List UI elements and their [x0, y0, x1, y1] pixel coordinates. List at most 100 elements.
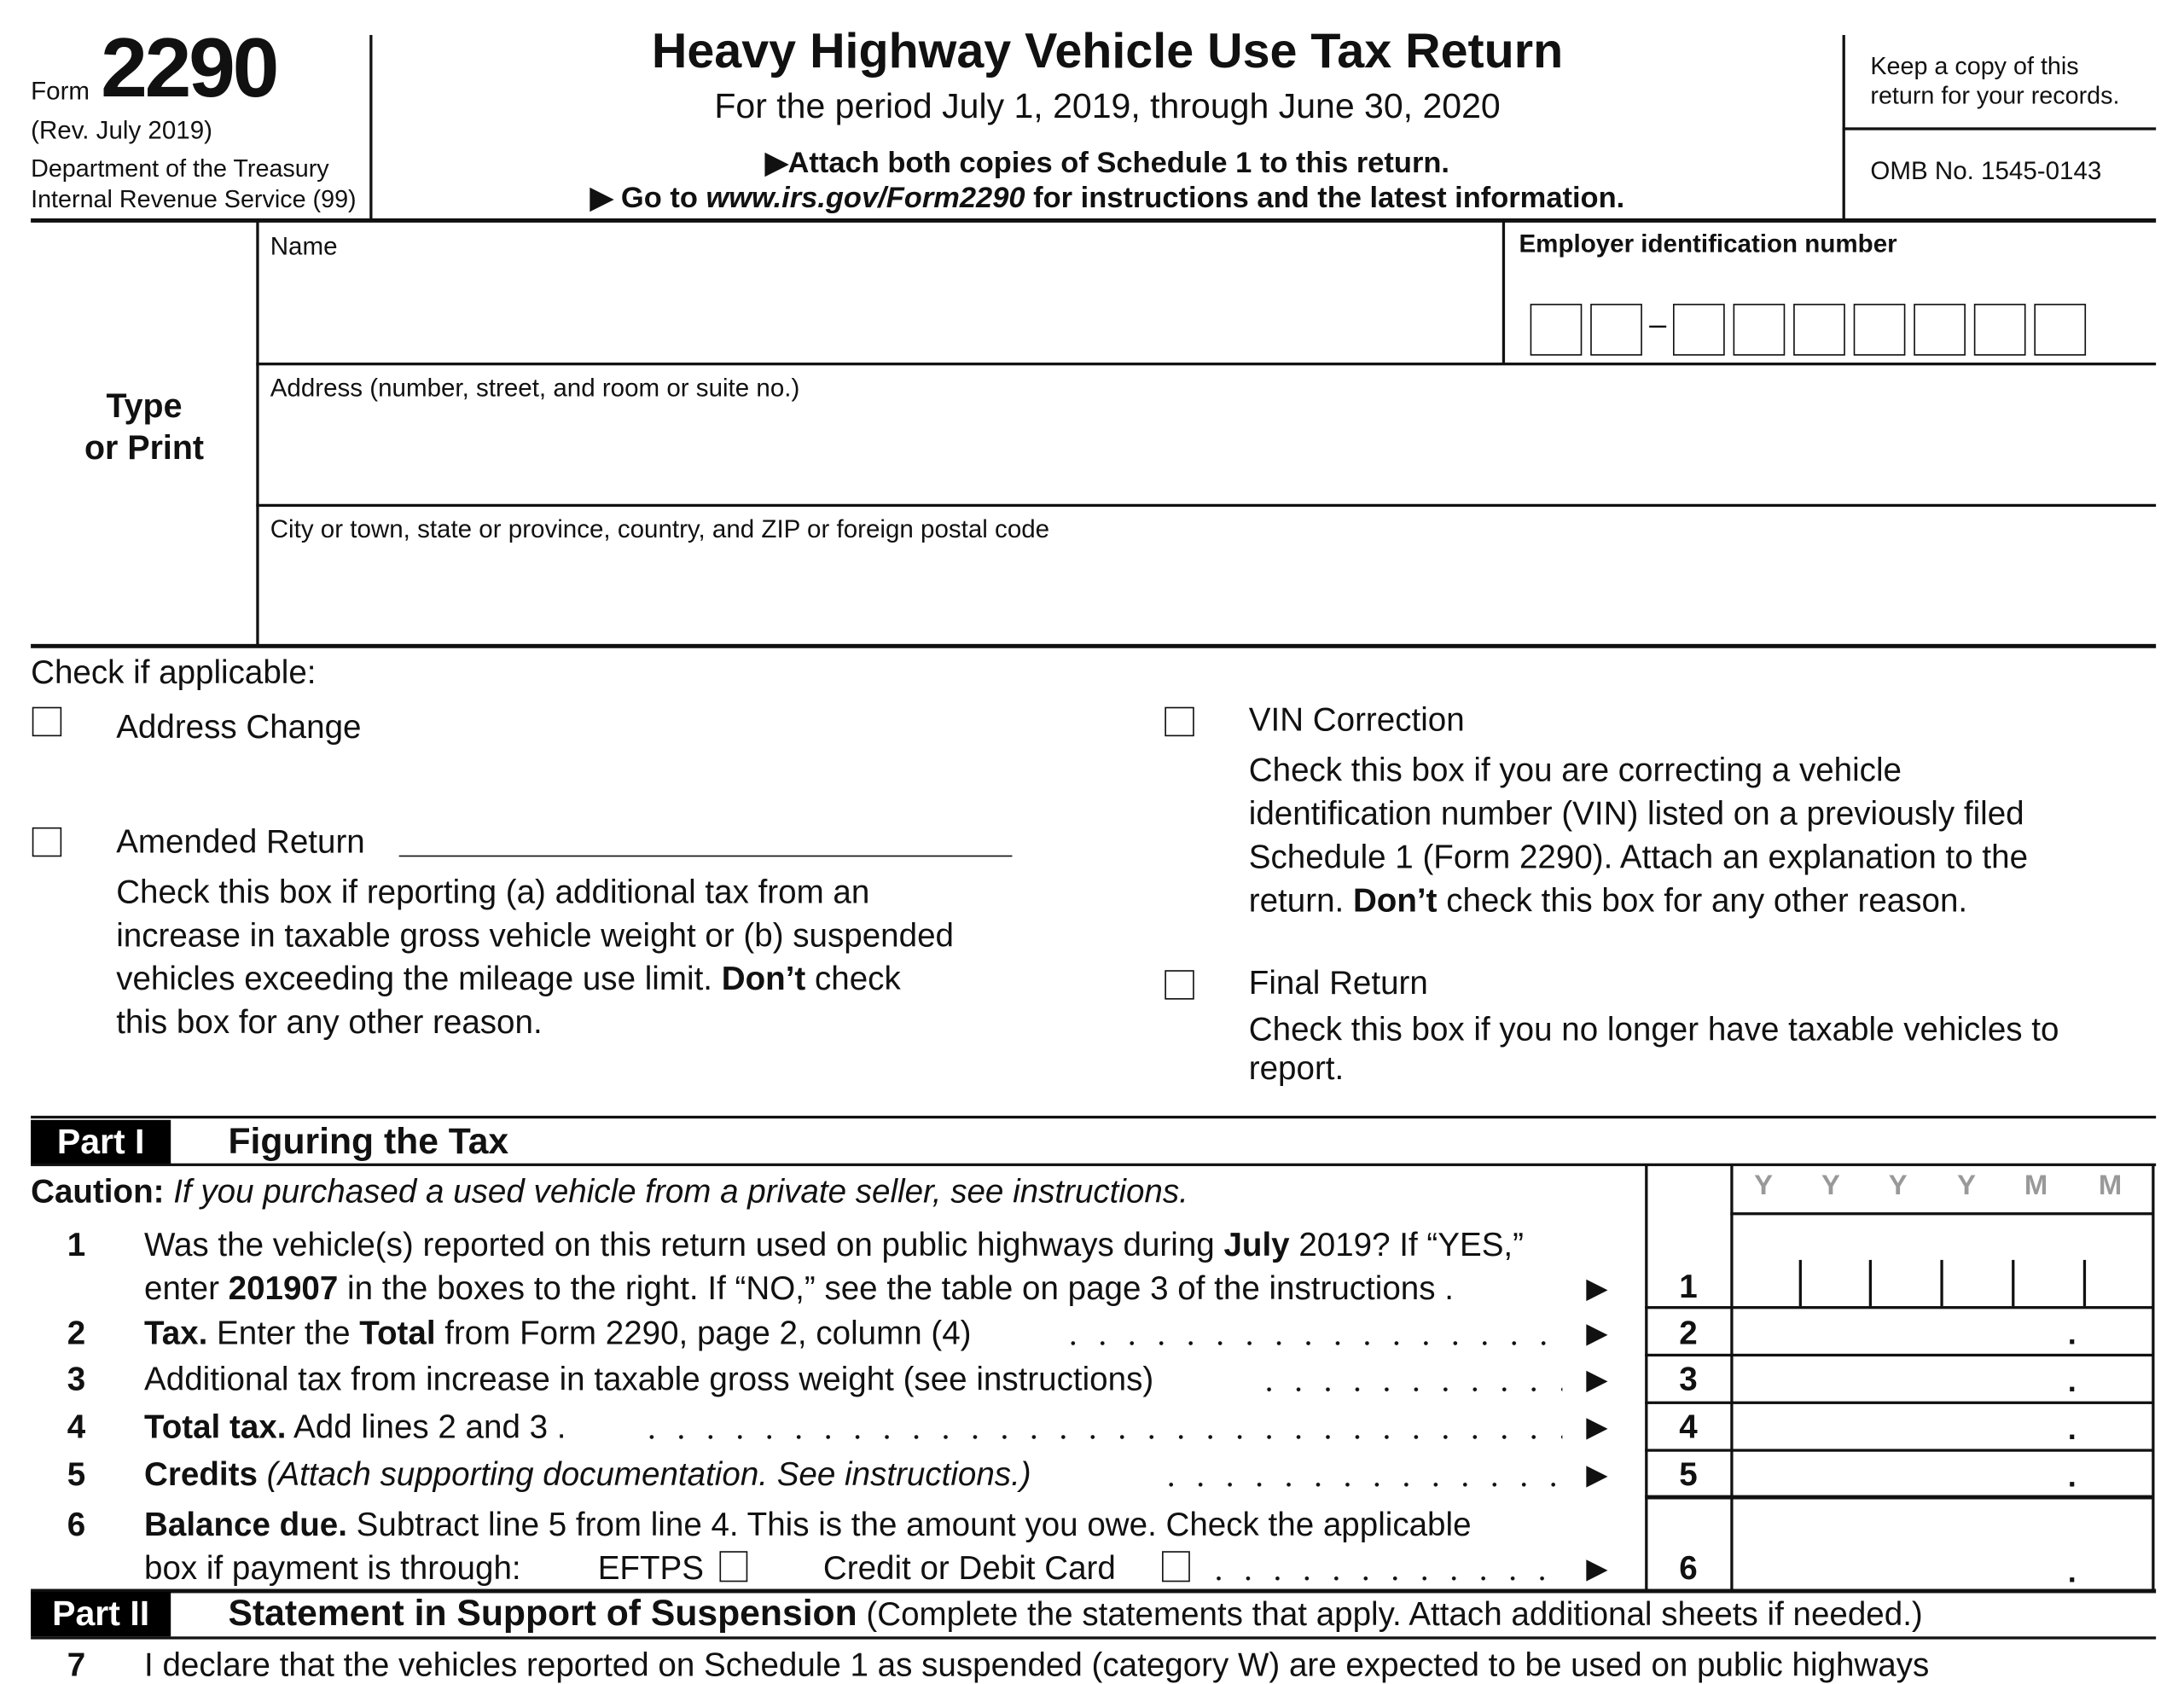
line6-text: Balance due. Subtract line 5 from line 4…: [144, 1507, 1472, 1544]
divider: [1645, 1449, 2153, 1451]
omb-number: OMB No. 1545-0143: [1870, 156, 2102, 185]
divider: [1645, 1401, 2153, 1404]
final-return-checkbox[interactable]: [1165, 970, 1194, 1000]
amended-desc: vehicles exceeding the mileage use limit…: [116, 961, 901, 998]
ein-digit-box[interactable]: [1793, 304, 1845, 356]
line2-amount-input[interactable]: [1734, 1309, 2151, 1352]
line-number: 3: [67, 1361, 86, 1397]
line-number: 1: [67, 1226, 86, 1263]
line-box-number: 6: [1679, 1549, 1698, 1587]
line-number: 2: [67, 1314, 86, 1351]
irs-link[interactable]: www.irs.gov/Form2290: [706, 182, 1025, 215]
part2-heading: Statement in Support of Suspension (Comp…: [228, 1592, 1922, 1635]
line1-text-c: enter: [144, 1269, 229, 1307]
final-desc: report.: [1248, 1049, 1345, 1087]
line2-bold: Total: [359, 1314, 436, 1351]
address-label: Address (number, street, and room or sui…: [270, 374, 800, 402]
vin-desc: Check this box if you are correcting a v…: [1248, 752, 1902, 788]
amended-desc-text: vehicles exceeding the mileage use limit…: [116, 960, 722, 997]
arrow-icon: ▶: [1586, 1460, 1608, 1491]
line6-bold: Balance due.: [144, 1506, 347, 1543]
form-title: Heavy Highway Vehicle Use Tax Return: [651, 23, 1564, 78]
decimal-point: .: [2067, 1315, 2077, 1351]
date-header: Y: [1957, 1170, 1977, 1201]
line6-amount-input[interactable]: [1734, 1500, 2151, 1589]
amended-desc-text: check: [805, 960, 901, 997]
ein-digit-box[interactable]: [1853, 304, 1906, 356]
date-header: M: [2024, 1170, 2048, 1201]
divider: [256, 363, 2157, 365]
part2-tag: Part II: [31, 1591, 171, 1637]
line1-bold: July: [1223, 1226, 1290, 1263]
ein-digit-box[interactable]: [1590, 304, 1642, 356]
vin-correction-label: VIN Correction: [1248, 701, 1465, 738]
ein-digit-box[interactable]: [1733, 304, 1786, 356]
line1-text-d: in the boxes to the right. If “NO,” see …: [338, 1269, 1454, 1307]
line5-amount-input[interactable]: [1734, 1452, 2151, 1494]
divider: [256, 221, 258, 646]
dot-leader: [1254, 1387, 1563, 1392]
decimal-point: .: [2067, 1553, 2077, 1589]
name-label: Name: [270, 232, 338, 261]
date-header: Y: [1821, 1170, 1840, 1201]
line1-text: Was the vehicle(s) reported on this retu…: [144, 1227, 1524, 1264]
vin-desc: identification number (VIN) listed on a …: [1248, 795, 2024, 832]
line2-text-b: from Form 2290, page 2, column (4): [435, 1314, 972, 1351]
line-number: 4: [67, 1408, 86, 1445]
ein-digit-box[interactable]: [1973, 304, 2026, 356]
line4-amount-input[interactable]: [1734, 1404, 2151, 1448]
amended-desc: Check this box if reporting (a) addition…: [116, 873, 870, 910]
amended-return-checkbox[interactable]: [32, 827, 62, 857]
digit-separator: [1940, 1259, 1943, 1307]
line-box-number: 2: [1679, 1314, 1698, 1351]
attach-note: ▶Attach both copies of Schedule 1 to thi…: [765, 147, 1449, 180]
amended-return-line[interactable]: [398, 855, 1013, 857]
decimal-point: .: [2067, 1458, 2077, 1494]
goto-prefix: ▶ Go to: [590, 182, 706, 215]
vin-desc: return. Don’t check this box for any oth…: [1249, 882, 1967, 920]
dot-leader: [1156, 1482, 1563, 1487]
name-field[interactable]: [259, 223, 1502, 363]
vin-desc: Schedule 1 (Form 2290). Attach an explan…: [1248, 838, 2029, 875]
agency: Internal Revenue Service (99): [31, 184, 357, 213]
table-border: [1645, 1164, 1647, 1592]
goto-note: ▶ Go to www.irs.gov/Form2290 for instruc…: [373, 181, 1843, 216]
caution-text: If you purchased a used vehicle from a p…: [164, 1173, 1188, 1210]
line6-text-a: Subtract line 5 from line 4. This is the…: [346, 1506, 1472, 1543]
vin-correction-checkbox[interactable]: [1165, 706, 1194, 737]
eftps-checkbox[interactable]: [719, 1551, 748, 1582]
table-border: [1730, 1164, 1733, 1592]
keep-copy-line1: Keep a copy of this: [1870, 51, 2079, 80]
divider: [256, 503, 2157, 507]
ein-label: Employer identification number: [1519, 229, 1897, 258]
final-desc: Check this box if you no longer have tax…: [1248, 1010, 2059, 1048]
line3-amount-input[interactable]: [1734, 1356, 2151, 1400]
part1-title: Figuring the Tax: [228, 1119, 509, 1163]
ein-digit-box[interactable]: [1672, 304, 1725, 356]
address-change-checkbox[interactable]: [32, 706, 62, 737]
digit-separator: [2082, 1259, 2086, 1307]
ein-digit-box[interactable]: [1530, 304, 1583, 356]
ein-digit-box[interactable]: [2034, 304, 2087, 356]
card-checkbox[interactable]: [1162, 1551, 1190, 1582]
table-border: [2152, 1164, 2154, 1592]
divider: [1842, 127, 2157, 130]
line3-text: Additional tax from increase in taxable …: [144, 1361, 1154, 1397]
line4-text: Total tax. Add lines 2 and 3 .: [144, 1408, 566, 1446]
ein-dash: –: [1649, 306, 1667, 342]
dont-emphasis: Don’t: [721, 960, 806, 997]
line5-italic: (Attach supporting documentation. See in…: [257, 1455, 1031, 1493]
line-number: 5: [67, 1455, 86, 1493]
caution-note: Caution: If you purchased a used vehicle…: [31, 1173, 1188, 1211]
ein-digit-box[interactable]: [1914, 304, 1966, 356]
final-return-label: Final Return: [1248, 964, 1428, 1002]
department: Department of the Treasury: [31, 154, 329, 183]
part2-title: Statement in Support of Suspension: [228, 1591, 857, 1635]
digit-separator: [2012, 1259, 2014, 1307]
divider: [1502, 221, 1505, 364]
part1-tag: Part I: [31, 1119, 171, 1165]
arrow-icon: ▶: [1586, 1412, 1608, 1443]
line5-bold: Credits: [144, 1455, 258, 1493]
line-box-number: 5: [1679, 1455, 1698, 1493]
